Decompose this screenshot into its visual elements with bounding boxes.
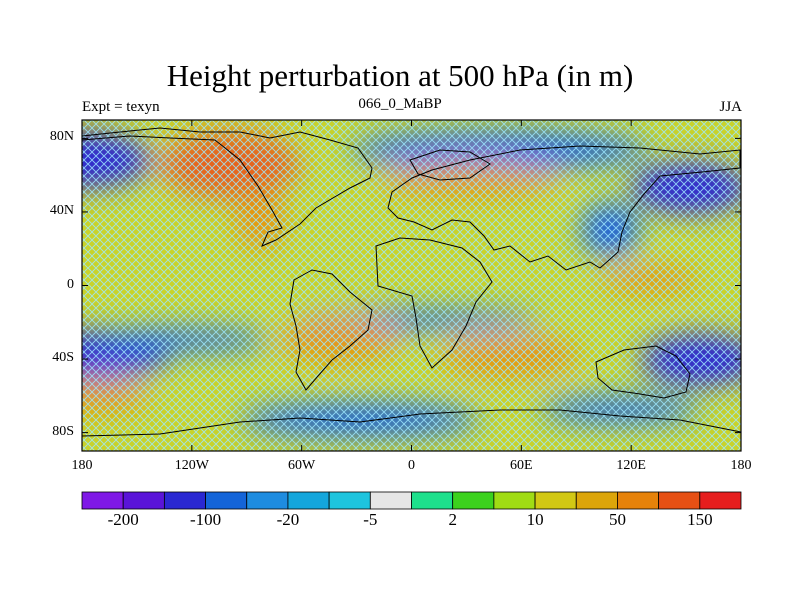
- longitude-tick-label: 60W: [288, 458, 316, 473]
- coastline-north-america: [82, 127, 373, 247]
- longitude-tickmarks: [81, 120, 742, 451]
- figure-title: Height perturbation at 500 hPa (in m): [166, 58, 634, 93]
- colorbar-swatch: [205, 491, 248, 510]
- colorbar: [81, 491, 742, 510]
- longitude-tick-label: 180: [71, 458, 93, 473]
- coastline-greenland: [409, 149, 491, 181]
- colorbar-swatch: [246, 491, 289, 510]
- case-label: 066_0_MaBP: [358, 96, 442, 112]
- height-field: [82, 120, 741, 451]
- longitude-tick-label: 120E: [616, 458, 646, 473]
- colorbar-label: 2: [448, 510, 457, 529]
- longitude-tick-label: 60E: [510, 458, 533, 473]
- colorbar-label: 50: [608, 510, 626, 529]
- colorbar-swatch: [287, 491, 330, 510]
- colorbar-swatch: [493, 491, 536, 510]
- coastlines: [82, 127, 741, 437]
- colorbar-swatch: [617, 491, 660, 510]
- latitude-tick-label: 0: [67, 276, 74, 292]
- colorbar-swatch: [452, 491, 495, 510]
- longitude-tick-label: 180: [730, 458, 752, 473]
- coastline-eurasia: [387, 145, 741, 271]
- colorbar-swatch: [575, 491, 618, 510]
- colorbar-swatch: [328, 491, 371, 510]
- colorbar-swatch: [163, 491, 206, 510]
- map-hatch-overlay: [82, 120, 741, 451]
- coastline-africa: [375, 237, 493, 369]
- colorbar-swatch: [122, 491, 165, 510]
- colorbar-label: -5: [363, 510, 378, 529]
- coastline-antarctica: [82, 409, 741, 437]
- coastline-south-america: [289, 269, 373, 391]
- season-label: JJA: [719, 99, 742, 115]
- colorbar-label: -20: [276, 510, 300, 529]
- colorbar-swatch: [534, 491, 577, 510]
- colorbar-swatch: [369, 491, 412, 510]
- colorbar-label: 150: [687, 510, 713, 529]
- colorbar-swatch: [699, 491, 742, 510]
- experiment-label: Expt = texyn: [82, 99, 160, 115]
- latitude-tickmarks: [82, 137, 741, 434]
- latitude-tick-label: 80S: [52, 423, 74, 439]
- colorbar-swatch: [658, 491, 701, 510]
- colorbar-label: -100: [189, 510, 222, 529]
- colorbar-swatch: [411, 491, 454, 510]
- longitude-tick-label: 0: [408, 458, 415, 473]
- colorbar-label: 10: [526, 510, 544, 529]
- latitude-tick-label: 80N: [49, 129, 74, 145]
- latitude-tick-label: 40S: [52, 350, 74, 366]
- latitude-tick-label: 40N: [49, 202, 74, 218]
- coastline-australia: [595, 345, 691, 399]
- colorbar-swatch: [81, 491, 124, 510]
- longitude-tick-label: 120W: [174, 458, 209, 473]
- colorbar-label: -200: [107, 510, 139, 529]
